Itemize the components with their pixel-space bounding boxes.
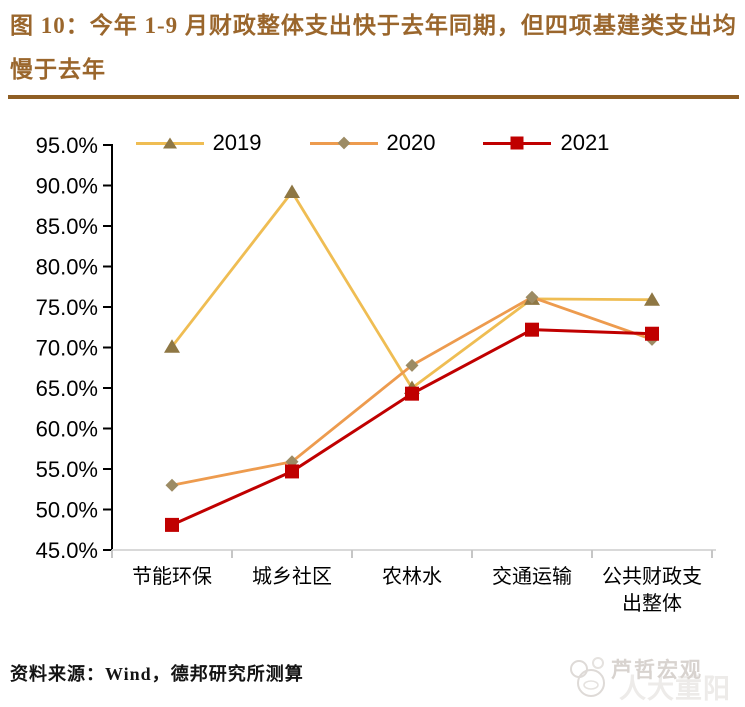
diamond-marker-icon xyxy=(337,136,350,150)
x-category-label: 公共财政支出整体 xyxy=(602,565,702,615)
x-axis: 节能环保 城乡社区 农林水 交通运输 公共财政支出整体 xyxy=(111,549,716,615)
y-axis: 95.0% 90.0% 85.0% 80.0% 75.0% 70.0% 65.0% 60.0%… xyxy=(36,133,113,563)
x-category-label: 农林水 xyxy=(382,565,442,588)
data-point-2020 xyxy=(405,358,419,372)
title-underline xyxy=(8,95,739,99)
y-tick-label: 95.0% xyxy=(36,133,98,158)
legend-label: 2019 xyxy=(212,130,262,155)
legend-line-sample xyxy=(309,136,378,150)
watermark: 人大重阳 芦哲宏观 xyxy=(565,654,741,704)
chart-legend: 2019 2020 2021 xyxy=(0,128,745,158)
legend-item-2020: 2020 xyxy=(309,130,436,156)
x-category-label: 交通运输 xyxy=(492,565,572,588)
square-marker-icon xyxy=(510,136,524,150)
legend-line-sample xyxy=(135,137,204,149)
watermark-text: 芦哲宏观 xyxy=(611,659,703,682)
watermark-texts: 人大重阳 芦哲宏观 xyxy=(611,654,741,704)
source-note: 资料来源：Wind，德邦研究所测算 xyxy=(10,664,304,684)
y-tick-label: 80.0% xyxy=(36,255,98,280)
data-point-2019 xyxy=(164,339,180,353)
y-tick-label: 55.0% xyxy=(36,457,98,482)
data-point-2021 xyxy=(645,326,659,341)
legend-line-sample xyxy=(483,136,552,150)
data-point-2021 xyxy=(285,464,299,479)
y-tick-label: 45.0% xyxy=(36,538,98,563)
x-category-label: 城乡社区 xyxy=(252,565,332,588)
legend-label: 2021 xyxy=(560,130,610,155)
watermark-ghost-text: 人大重阳 xyxy=(619,674,731,704)
y-tick-label: 60.0% xyxy=(36,417,98,442)
line-chart: 95.0% 90.0% 85.0% 80.0% 75.0% 70.0% 65.0% 60.0%… xyxy=(36,133,716,615)
watermark-logo-icon xyxy=(570,657,605,697)
chart-area: 95.0% 90.0% 85.0% 80.0% 75.0% 70.0% 65.0% 60.0%… xyxy=(0,100,745,642)
figure-title: 图 10：今年 1-9 月财政整体支出快于去年同期，但四项基建类支出均慢于去年 xyxy=(10,13,737,82)
y-tick-label: 70.0% xyxy=(36,336,98,361)
data-point-2019 xyxy=(644,292,660,306)
data-point-2021 xyxy=(525,322,539,337)
legend-item-2021: 2021 xyxy=(483,130,609,156)
y-tick-label: 65.0% xyxy=(36,376,98,401)
series-line-2019 xyxy=(170,189,653,391)
y-tick-label: 75.0% xyxy=(36,295,98,320)
data-point-2020 xyxy=(165,478,179,492)
x-category-label: 节能环保 xyxy=(132,565,212,588)
y-tick-label: 50.0% xyxy=(36,498,98,523)
data-point-2020 xyxy=(525,290,539,304)
legend-item-2019: 2019 xyxy=(135,130,262,156)
y-tick-label: 90.0% xyxy=(36,174,98,199)
data-point-2021 xyxy=(165,517,179,532)
y-tick-label: 85.0% xyxy=(36,214,98,239)
data-point-2021 xyxy=(405,386,419,401)
data-point-2019 xyxy=(284,184,300,198)
legend-label: 2020 xyxy=(386,130,436,155)
triangle-marker-icon xyxy=(162,137,177,149)
